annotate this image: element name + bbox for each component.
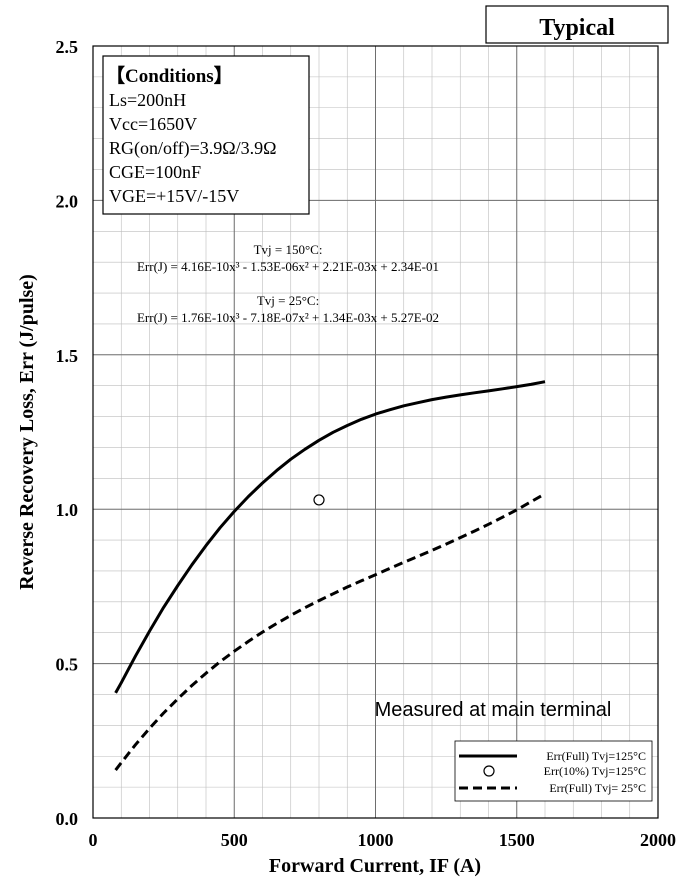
x-tick-label: 1500 [499,830,535,850]
series-10pct-marker [313,494,325,506]
typical-badge: Typical [485,5,669,44]
legend-item-full-125: Err(Full) Tvj=125°C [546,749,646,763]
equation-150-label: Tvj = 150°C: [254,242,323,257]
equation-annotations: Tvj = 150°C: Err(J) = 4.16E-10x³ - 1.53E… [137,242,439,325]
y-tick-label: 0.5 [56,655,79,675]
legend-item-full-25: Err(Full) Tvj= 25°C [549,781,646,795]
y-axis-ticks: 0.0 0.5 1.0 1.5 2.0 2.5 [56,37,79,829]
legend-marker-swatch [483,765,495,777]
condition-rg: RG(on/off)=3.9Ω/3.9Ω [109,138,277,159]
y-tick-label: 1.5 [56,346,79,366]
equation-25-label: Tvj = 25°C: [257,293,319,308]
conditions-title: 【Conditions】 [106,64,233,87]
condition-cge: CGE=100nF [109,162,201,182]
x-tick-label: 500 [221,830,248,850]
x-axis-ticks: 0 500 1000 1500 2000 [89,830,677,850]
x-tick-label: 1000 [358,830,394,850]
y-tick-label: 2.5 [56,37,79,57]
y-axis-label: Reverse Recovery Loss, Err (J/pulse) [16,274,38,590]
typical-badge-label: Typical [539,15,615,41]
plot-frame [92,45,659,819]
x-tick-label: 0 [89,830,98,850]
series-layer [114,380,546,772]
y-tick-label: 1.0 [56,500,79,520]
y-tick-label: 0.0 [56,809,79,829]
x-axis-label: Forward Current, IF (A) [269,855,481,877]
series-full-25-line [114,492,546,772]
series-full-125-line [114,380,546,694]
legend-item-10pct-125: Err(10%) Tvj=125°C [544,764,646,778]
equation-150-formula: Err(J) = 4.16E-10x³ - 1.53E-06x² + 2.21E… [137,259,439,274]
equation-25-formula: Err(J) = 1.76E-10x³ - 7.18E-07x² + 1.34E… [137,310,439,325]
legend: Err(Full) Tvj=125°C Err(10%) Tvj=125°C E… [454,740,653,802]
x-tick-label: 2000 [640,830,676,850]
conditions-box: 【Conditions】 Ls=200nH Vcc=1650V RG(on/of… [102,55,310,215]
condition-ls: Ls=200nH [109,90,186,110]
y-tick-label: 2.0 [56,191,79,211]
condition-vcc: Vcc=1650V [109,114,197,134]
measured-note: Measured at main terminal [375,699,612,721]
condition-vge: VGE=+15V/-15V [109,186,239,206]
